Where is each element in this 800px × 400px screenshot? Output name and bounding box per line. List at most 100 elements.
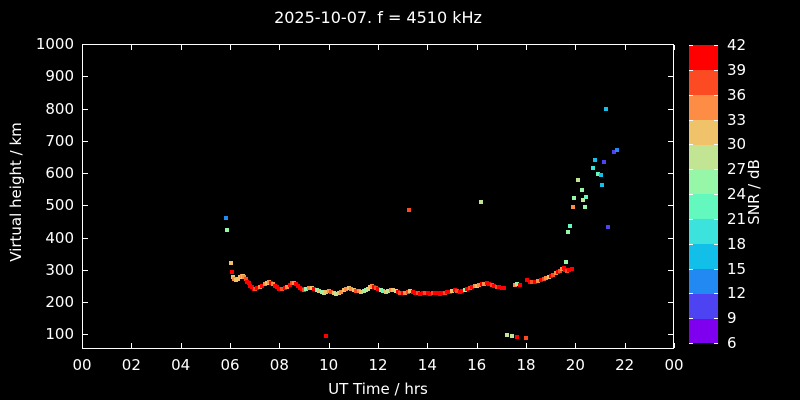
data-point bbox=[501, 285, 506, 290]
colorbar-tick bbox=[714, 243, 718, 245]
x-tick-label: 22 bbox=[615, 356, 635, 374]
colorbar-tick bbox=[714, 119, 718, 121]
y-tick bbox=[83, 76, 88, 78]
data-point bbox=[272, 284, 277, 289]
data-point bbox=[593, 158, 598, 163]
data-point bbox=[341, 288, 346, 293]
x-tick bbox=[624, 45, 626, 50]
data-point bbox=[291, 280, 296, 285]
data-point bbox=[590, 165, 595, 170]
data-point bbox=[339, 289, 344, 294]
data-point bbox=[323, 334, 328, 339]
colorbar-segment bbox=[689, 94, 718, 120]
data-point bbox=[457, 289, 462, 294]
data-point bbox=[334, 291, 339, 296]
data-point bbox=[509, 334, 514, 339]
data-point bbox=[448, 289, 453, 294]
data-point bbox=[435, 291, 440, 296]
data-point bbox=[425, 291, 430, 296]
data-point bbox=[492, 283, 497, 288]
colorbar-tick-label: 6 bbox=[727, 334, 737, 352]
data-point bbox=[378, 288, 383, 293]
colorbar-tick bbox=[714, 169, 718, 171]
colorbar-tick bbox=[714, 45, 718, 46]
y-tick-label: 900 bbox=[45, 67, 74, 86]
data-point bbox=[469, 285, 474, 290]
colorbar-tick bbox=[714, 318, 718, 320]
x-tick-label: 08 bbox=[269, 356, 289, 374]
data-point bbox=[460, 288, 465, 293]
data-point bbox=[393, 289, 398, 294]
data-point bbox=[567, 267, 572, 272]
x-axis-title: UT Time / hrs bbox=[328, 380, 428, 398]
colorbar-tick-label: 42 bbox=[727, 36, 747, 54]
colorbar-segment bbox=[689, 119, 718, 145]
data-point bbox=[497, 285, 502, 290]
colorbar-segment bbox=[689, 318, 718, 344]
data-point bbox=[223, 216, 228, 221]
data-point bbox=[231, 274, 236, 279]
data-point bbox=[567, 224, 572, 229]
data-point bbox=[474, 283, 479, 288]
data-point bbox=[398, 290, 403, 295]
y-tick bbox=[668, 269, 673, 271]
data-point bbox=[420, 291, 425, 296]
data-point bbox=[543, 275, 548, 280]
data-point bbox=[579, 188, 584, 193]
data-point bbox=[400, 291, 405, 296]
data-point bbox=[536, 278, 541, 283]
data-point bbox=[452, 288, 457, 293]
data-point bbox=[428, 292, 433, 297]
colorbar-tick bbox=[689, 194, 693, 195]
colorbar-tick bbox=[714, 218, 718, 220]
data-point bbox=[349, 286, 354, 291]
colorbar-tick-label: 27 bbox=[727, 160, 747, 179]
x-tick bbox=[131, 45, 133, 50]
data-point bbox=[418, 291, 423, 296]
data-point bbox=[277, 286, 282, 291]
data-point bbox=[489, 282, 494, 287]
data-point bbox=[376, 287, 381, 292]
data-point bbox=[462, 287, 467, 292]
data-point bbox=[302, 287, 307, 292]
y-tick bbox=[668, 237, 673, 239]
data-point bbox=[351, 287, 356, 292]
x-tick bbox=[82, 45, 83, 50]
colorbar-tick-label: 12 bbox=[727, 284, 747, 303]
data-point bbox=[309, 285, 314, 290]
data-point bbox=[465, 286, 470, 291]
data-point bbox=[518, 283, 523, 288]
data-point bbox=[230, 269, 235, 274]
y-tick bbox=[83, 140, 88, 142]
x-tick bbox=[624, 343, 626, 348]
data-point bbox=[246, 281, 251, 286]
data-point bbox=[553, 271, 558, 276]
colorbar-tick-label: 39 bbox=[727, 60, 747, 79]
data-point bbox=[583, 204, 588, 209]
colorbar-tick-label: 33 bbox=[727, 110, 747, 129]
x-tick bbox=[378, 343, 379, 348]
data-point bbox=[304, 287, 309, 292]
data-point bbox=[306, 286, 311, 291]
data-point bbox=[512, 282, 517, 287]
y-tick bbox=[668, 140, 673, 142]
colorbar-tick bbox=[689, 94, 693, 96]
data-point bbox=[499, 286, 504, 290]
data-point bbox=[575, 177, 580, 182]
x-tick-label: 16 bbox=[467, 356, 487, 374]
data-point bbox=[257, 285, 262, 290]
x-tick bbox=[427, 45, 429, 50]
y-tick bbox=[668, 173, 673, 175]
data-point bbox=[279, 287, 284, 292]
colorbar-tick bbox=[689, 144, 693, 146]
data-point bbox=[533, 279, 538, 284]
x-tick-label: 18 bbox=[516, 356, 536, 374]
data-point bbox=[324, 289, 329, 294]
x-tick bbox=[180, 45, 182, 50]
colorbar-tick-label: 21 bbox=[727, 209, 747, 228]
data-point bbox=[551, 272, 556, 277]
x-tick bbox=[575, 343, 577, 348]
x-tick bbox=[328, 343, 330, 348]
colorbar-segment bbox=[689, 268, 718, 294]
